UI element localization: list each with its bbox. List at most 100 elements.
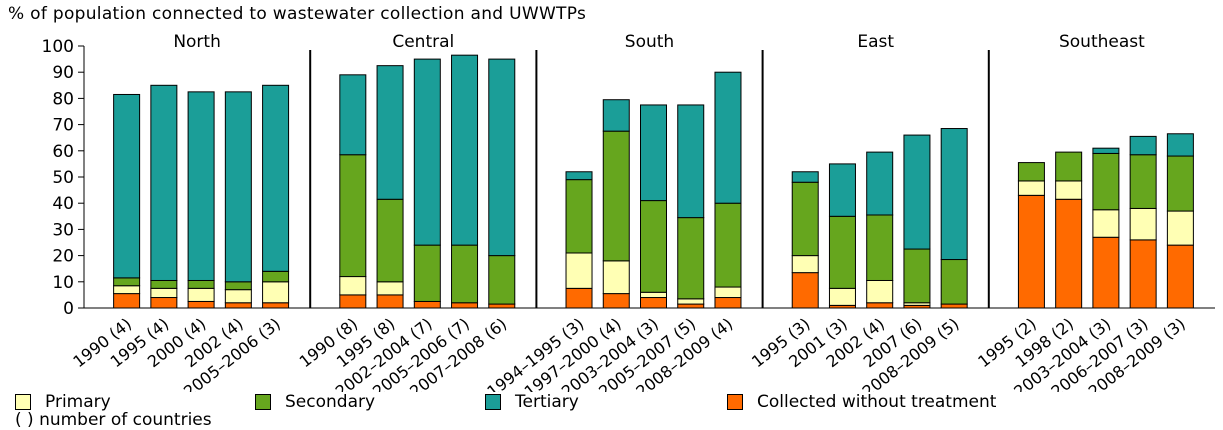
bar-east-1-secondary <box>828 215 856 289</box>
y-tick-label-70: 70 <box>52 116 74 136</box>
bar-southeast-0-secondary <box>1017 162 1045 182</box>
bar-central-1-primary <box>376 281 404 296</box>
bar-north-1-cwt <box>150 297 178 309</box>
bar-south-3-primary <box>677 298 705 305</box>
bar-central-1-cwt <box>376 294 404 309</box>
legend-item-primary: Primary <box>15 392 111 412</box>
bar-southeast-3-primary <box>1129 207 1157 241</box>
bar-east-0-cwt <box>791 272 819 309</box>
bar-south-4-primary <box>714 286 742 299</box>
y-tick-label-30: 30 <box>52 220 74 240</box>
bar-central-4-secondary <box>488 255 516 305</box>
bar-east-4-cwt <box>940 303 968 309</box>
bar-north-2-tertiary <box>187 91 215 281</box>
bar-east-2-tertiary <box>866 151 894 216</box>
legend-label-primary: Primary <box>45 392 111 412</box>
bar-central-4-cwt <box>488 303 516 309</box>
bar-north-3-tertiary <box>224 91 252 283</box>
bar-central-1-secondary <box>376 198 404 283</box>
bar-south-3-tertiary <box>677 104 705 219</box>
y-tick-label-40: 40 <box>52 194 74 214</box>
y-axis-title: % of population connected to wastewater … <box>8 4 587 24</box>
bar-north-0-secondary <box>113 277 141 287</box>
legend-label-secondary: Secondary <box>285 392 376 412</box>
legend-swatch-secondary <box>255 394 271 410</box>
legend-item-collected-without-treatment: Collected without treatment <box>727 392 996 412</box>
bar-east-3-tertiary <box>903 134 931 250</box>
bar-east-2-secondary <box>866 214 894 281</box>
bar-south-3-cwt <box>677 303 705 309</box>
bar-southeast-1-primary <box>1055 180 1083 200</box>
bar-east-0-tertiary <box>791 171 819 183</box>
bar-central-0-secondary <box>339 154 367 278</box>
bar-south-4-cwt <box>714 297 742 309</box>
bar-east-2-primary <box>866 279 894 304</box>
bar-north-2-cwt <box>187 300 215 309</box>
bar-south-1-primary <box>602 260 630 295</box>
bar-south-0-tertiary <box>565 171 593 181</box>
bar-north-4-tertiary <box>262 84 290 272</box>
legend-swatch-collected-without-treatment <box>727 394 743 410</box>
bar-east-0-secondary <box>791 181 819 257</box>
bar-south-0-secondary <box>565 179 593 254</box>
legend-label-collected-without-treatment: Collected without treatment <box>757 392 997 412</box>
bar-southeast-1-secondary <box>1055 151 1083 182</box>
bar-southeast-0-cwt <box>1017 194 1045 309</box>
bar-north-1-tertiary <box>150 84 178 281</box>
legend: Primary Secondary Tertiary Collected wit… <box>0 392 1223 430</box>
bar-south-1-cwt <box>602 293 630 309</box>
bar-south-2-tertiary <box>640 104 667 202</box>
bar-southeast-3-cwt <box>1129 239 1157 309</box>
bar-north-2-secondary <box>187 279 215 289</box>
y-tick-label-90: 90 <box>52 63 74 83</box>
bar-north-3-secondary <box>224 281 252 291</box>
bar-central-2-cwt <box>413 300 441 309</box>
countries-note: ( ) number of countries <box>15 410 212 430</box>
bar-central-3-cwt <box>451 302 479 309</box>
bar-southeast-2-tertiary <box>1092 147 1120 154</box>
bar-central-2-tertiary <box>413 58 441 246</box>
bar-central-0-cwt <box>339 294 367 309</box>
group-label-central: Central <box>392 32 454 52</box>
bar-south-4-tertiary <box>714 71 742 204</box>
bar-central-4-tertiary <box>488 58 516 257</box>
bar-southeast-4-primary <box>1166 210 1194 246</box>
bar-east-0-primary <box>791 255 819 274</box>
bar-north-0-tertiary <box>113 93 141 279</box>
bar-south-1-tertiary <box>602 99 630 132</box>
group-label-southeast: Southeast <box>1059 32 1145 52</box>
bar-east-1-tertiary <box>828 163 856 217</box>
bar-south-2-cwt <box>640 297 667 309</box>
bar-north-2-primary <box>187 287 215 302</box>
bar-southeast-2-secondary <box>1092 152 1120 211</box>
bar-east-1-primary <box>828 287 856 306</box>
group-label-south: South <box>625 32 674 52</box>
group-label-north: North <box>173 32 221 52</box>
y-tick-label-60: 60 <box>52 142 74 162</box>
bar-north-1-secondary <box>150 279 178 289</box>
bar-southeast-3-tertiary <box>1129 135 1157 156</box>
legend-item-tertiary: Tertiary <box>485 392 579 412</box>
y-tick-label-100: 100 <box>42 37 74 57</box>
y-tick-label-80: 80 <box>52 89 74 109</box>
bar-south-3-secondary <box>677 217 705 300</box>
bar-southeast-1-cwt <box>1055 198 1083 309</box>
bar-southeast-2-primary <box>1092 209 1120 238</box>
bar-south-0-primary <box>565 252 593 289</box>
bar-north-0-cwt <box>113 293 141 309</box>
bar-central-2-secondary <box>413 244 441 302</box>
y-tick-label-50: 50 <box>52 168 74 188</box>
y-tick-label-0: 0 <box>63 299 74 319</box>
bar-east-4-secondary <box>940 259 968 305</box>
bar-southeast-3-secondary <box>1129 154 1157 209</box>
bar-south-1-secondary <box>602 130 630 262</box>
y-tick-label-10: 10 <box>52 273 74 293</box>
bar-southeast-4-tertiary <box>1166 133 1194 157</box>
bar-north-3-cwt <box>224 302 252 309</box>
bar-east-2-cwt <box>866 302 894 309</box>
legend-swatch-tertiary <box>485 394 501 410</box>
bar-north-1-primary <box>150 287 178 299</box>
y-tick-label-20: 20 <box>52 247 74 267</box>
legend-label-tertiary: Tertiary <box>515 392 579 412</box>
